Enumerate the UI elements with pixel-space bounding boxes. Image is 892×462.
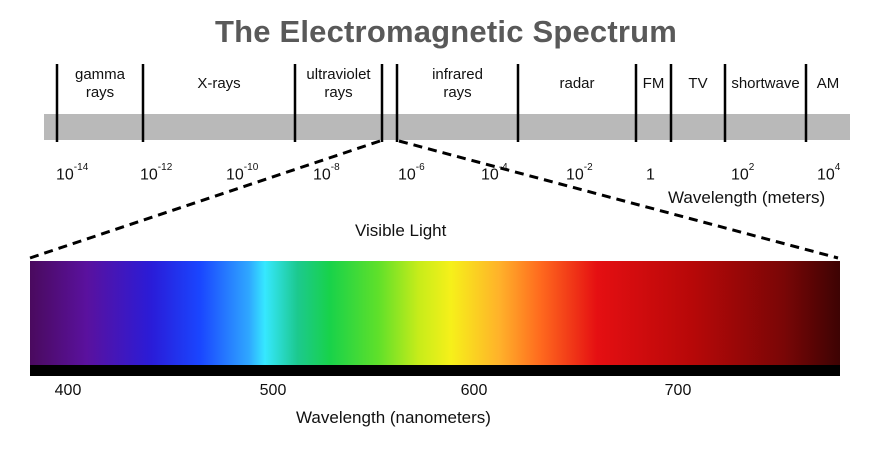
band-label-line: radar [559, 75, 595, 92]
tick-exponent: 2 [748, 162, 755, 173]
band-label-ultraviolet: ultraviolet rays [295, 66, 382, 102]
tick-exponent: -12 [157, 162, 173, 173]
wavelength-nanometers-unit: Wavelength (nanometers) [296, 408, 491, 427]
tick-exponent: -8 [330, 162, 340, 173]
tick-base: 10 [56, 166, 74, 184]
band-label-line: rays [85, 84, 115, 101]
band-label-radar: radar [518, 75, 636, 93]
tick-exponent: -14 [73, 162, 89, 173]
wavelength-tick: 10-4 [481, 162, 508, 184]
visible-projection-right [398, 139, 839, 260]
wavelength-tick: 10-2 [566, 162, 593, 184]
band-label-gamma: gamma rays [57, 66, 143, 102]
band-label-fm: FM [636, 75, 671, 93]
tick-base: 1 [646, 166, 655, 184]
visible-projection-left [29, 139, 381, 260]
band-label-shortwave: shortwave [725, 75, 806, 93]
wavelength-tick: 10-6 [398, 162, 425, 184]
band-label-line: gamma [74, 66, 126, 83]
band-label-xrays: X-rays [143, 75, 295, 93]
band-label-infrared: infrared rays [397, 66, 518, 102]
tick-base: 10 [140, 166, 158, 184]
tick-base: 10 [817, 166, 835, 184]
wavelength-tick: 10-14 [56, 162, 89, 184]
wavelength-tick: 104 [817, 162, 841, 184]
band-label-line: TV [688, 75, 708, 92]
tick-exponent: -4 [498, 162, 508, 173]
band-label-tv: TV [671, 75, 725, 93]
wavelength-tick: 10-12 [140, 162, 173, 184]
nm-tick: 700 [664, 382, 692, 399]
wavelength-tick: 1 [646, 165, 655, 184]
band-label-line: rays [443, 84, 472, 101]
tick-base: 10 [226, 166, 244, 184]
visible-light-label: Visible Light [355, 221, 447, 240]
band-label-line: ultraviolet [306, 66, 371, 83]
visible-spectrum-gradient [30, 261, 840, 365]
band-label-line: shortwave [731, 75, 800, 92]
nanometer-ruler [30, 365, 840, 376]
wavelength-tick: 10-10 [226, 162, 259, 184]
tick-base: 10 [313, 166, 331, 184]
band-label-line: infrared [432, 66, 483, 83]
nm-tick: 400 [54, 382, 82, 399]
tick-base: 10 [398, 166, 416, 184]
tick-exponent: -2 [583, 162, 593, 173]
tick-exponent: -10 [243, 162, 259, 173]
wavelength-tick: 102 [731, 162, 755, 184]
tick-base: 10 [566, 166, 584, 184]
tick-base: 10 [481, 166, 499, 184]
band-label-line: X-rays [197, 75, 241, 92]
nm-tick: 500 [259, 382, 287, 399]
tick-exponent: 4 [834, 162, 841, 173]
wavelength-tick: 10-8 [313, 162, 340, 184]
band-dividers [55, 64, 808, 142]
wavelength-meters-unit: Wavelength (meters) [668, 188, 826, 207]
band-label-line: rays [324, 84, 353, 101]
band-label-line: AM [816, 75, 840, 92]
band-label-line: FM [642, 75, 665, 92]
tick-base: 10 [731, 166, 749, 184]
page-title: The Electromagnetic Spectrum [214, 14, 678, 49]
spectrum-band-bar [44, 114, 850, 140]
nm-tick: 600 [460, 382, 488, 399]
tick-exponent: -6 [415, 162, 425, 173]
band-label-am: AM [806, 75, 850, 93]
